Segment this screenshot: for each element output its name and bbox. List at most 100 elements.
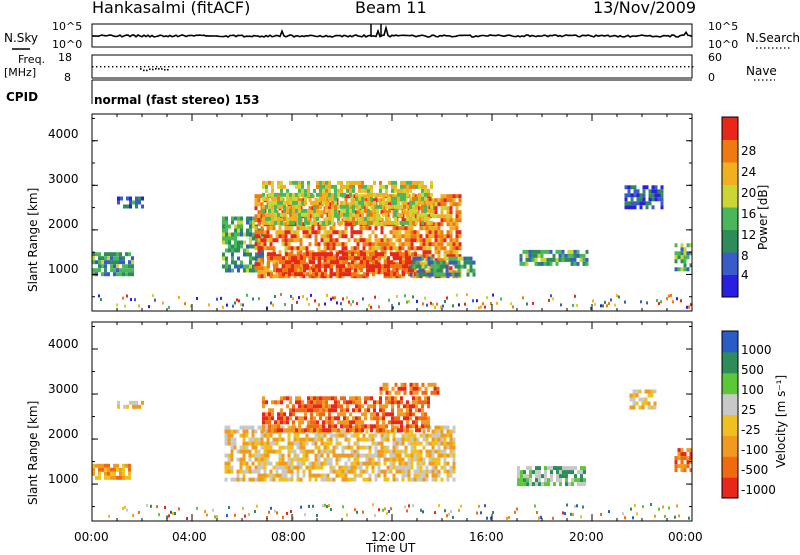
velocity-cell	[317, 473, 321, 478]
power-cell	[293, 234, 297, 239]
power-cell	[117, 200, 120, 205]
power-cell	[254, 198, 258, 203]
nave-dot	[576, 66, 578, 68]
power-cell	[374, 234, 378, 239]
velocity-cell	[356, 465, 360, 470]
power-cell	[228, 240, 231, 245]
velocity-cell	[452, 449, 456, 454]
velocity-cell	[329, 457, 333, 462]
power-noise-cell	[604, 300, 606, 304]
velocity-cell	[391, 400, 394, 405]
power-noise-cell	[548, 298, 550, 302]
power-noise-cell	[246, 293, 248, 297]
velocity-cell	[227, 433, 231, 438]
velocity-cell	[314, 477, 318, 482]
power-cell	[648, 197, 652, 202]
power-cell	[304, 216, 307, 221]
power-cell	[292, 196, 295, 201]
power-cell	[406, 220, 409, 225]
power-cell	[274, 192, 277, 197]
velocity-cell	[302, 453, 306, 458]
power-cell	[414, 252, 417, 257]
velocity-cell	[262, 428, 265, 433]
velocity-cell	[344, 453, 348, 458]
velocity-cell	[571, 482, 574, 487]
velocity-cell	[251, 477, 255, 482]
xtick-1: 04:00	[172, 530, 207, 544]
power-cell	[418, 264, 422, 269]
velocity-cell	[266, 445, 270, 450]
power-noise-cell	[430, 301, 432, 305]
power-cell	[281, 230, 285, 235]
velocity-cell	[437, 437, 441, 442]
velocity-cell	[647, 393, 651, 398]
velocity-cell	[132, 404, 135, 409]
power-cell	[409, 220, 412, 225]
power-cell	[404, 238, 408, 243]
velocity-cell	[298, 420, 301, 425]
power-frame	[91, 113, 693, 312]
velocity-cell	[320, 477, 324, 482]
velocity-cell	[689, 456, 693, 461]
power-cell	[422, 238, 426, 243]
velocity-cell	[526, 482, 529, 487]
velocity-cell	[386, 465, 390, 470]
velocity-cell	[418, 408, 421, 413]
power-cell	[284, 226, 288, 231]
velocity-cell	[128, 471, 131, 476]
power-cell	[385, 200, 388, 205]
velocity-cell	[385, 404, 388, 409]
velocity-cell	[529, 466, 532, 471]
power-cell	[298, 180, 301, 185]
power-cell	[330, 272, 333, 277]
power-cell	[407, 242, 411, 247]
power-cell	[263, 270, 267, 275]
power-cell	[383, 242, 387, 247]
velocity-cell	[293, 457, 297, 462]
velocity-cell	[358, 416, 361, 421]
power-cell	[412, 192, 415, 197]
power-cell	[393, 272, 396, 277]
velocity-cell	[286, 428, 289, 433]
velocity-cell	[389, 461, 393, 466]
velocity-cell	[428, 461, 432, 466]
power-cell	[368, 234, 372, 239]
velocity-cell	[383, 469, 387, 474]
velocity-cell	[307, 428, 310, 433]
velocity-cell	[113, 471, 116, 476]
power-cell	[427, 192, 430, 197]
power-noise-cell	[272, 303, 274, 307]
nave-dot	[316, 66, 318, 68]
velocity-cell	[233, 445, 237, 450]
velocity-cell	[350, 445, 354, 450]
power-cell	[335, 230, 339, 235]
power-cell	[347, 202, 351, 207]
power-cell	[262, 212, 265, 217]
power-cell	[314, 198, 318, 203]
power-cell	[334, 200, 337, 205]
velocity-cell	[452, 477, 456, 482]
power-cell	[331, 204, 334, 209]
power-cell	[257, 258, 261, 263]
power-cell	[443, 214, 447, 219]
power-cell	[451, 272, 455, 277]
velocity-cell	[416, 441, 420, 446]
velocity-ylabel: Slant Range [km]	[26, 400, 40, 505]
power-cell	[424, 204, 427, 209]
power-cell	[274, 212, 277, 217]
power-cell	[98, 264, 101, 269]
velocity-cell	[251, 445, 255, 450]
velocity-cell	[268, 420, 271, 425]
power-cell	[404, 230, 408, 235]
velocity-cell	[385, 386, 389, 391]
velocity-cell	[338, 465, 342, 470]
velocity-cell	[398, 437, 402, 442]
power-cell	[582, 261, 586, 266]
velocity-cell	[290, 457, 294, 462]
velocity-cell	[364, 408, 367, 413]
power-cell	[222, 232, 225, 237]
power-cell	[92, 268, 95, 273]
velocity-cell	[632, 389, 636, 394]
power-cell	[455, 222, 459, 227]
power-cell	[398, 238, 402, 243]
